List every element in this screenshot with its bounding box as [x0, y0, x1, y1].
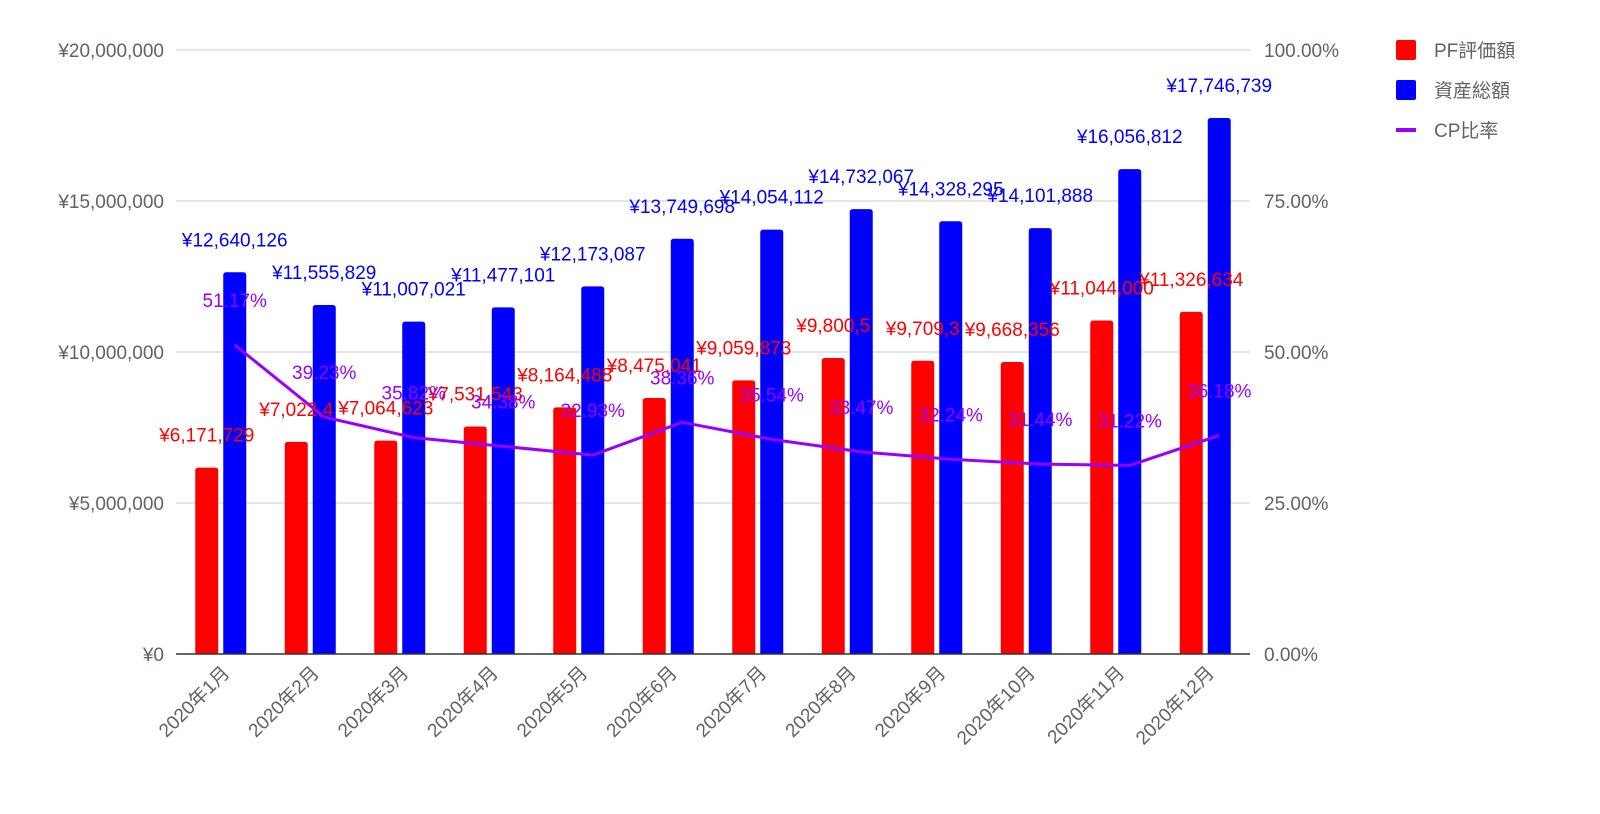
bar — [1000, 362, 1024, 654]
legend-label: CP比率 — [1434, 120, 1498, 142]
x-tick-label: 2020年3月 — [333, 662, 413, 742]
x-tick-label: 2020年12月 — [1132, 662, 1219, 749]
bar-value-label: ¥11,477,101 — [450, 265, 555, 286]
line-value-label: 38.36% — [650, 368, 715, 389]
bars — [195, 118, 1231, 655]
x-tick-label: 2020年10月 — [953, 662, 1040, 749]
bar-value-label: ¥9,668,356 — [964, 320, 1060, 341]
bar — [732, 380, 756, 654]
bar-value-label: ¥7,064,623 — [337, 399, 433, 420]
legend-swatch — [1396, 40, 1416, 60]
bar — [642, 398, 666, 654]
x-tick-label: 2020年7月 — [691, 662, 771, 742]
bar — [1118, 169, 1142, 654]
bar — [223, 272, 247, 654]
bar-value-label: ¥14,732,067 — [807, 167, 914, 188]
bar-value-label: ¥9,709,3 — [885, 319, 960, 340]
x-tick-label: 2020年4月 — [423, 662, 503, 742]
line-value-label: 51.17% — [203, 291, 268, 312]
x-tick-label: 2020年1月 — [154, 662, 234, 742]
left-tick-label: ¥0 — [142, 645, 164, 666]
line-value-label: 35.54% — [740, 385, 805, 406]
bar — [670, 238, 694, 654]
right-tick-label: 25.00% — [1264, 494, 1329, 515]
bar — [1028, 228, 1052, 654]
bar — [284, 441, 308, 654]
bar-value-label: ¥17,746,739 — [1165, 76, 1272, 97]
bar — [463, 426, 487, 654]
bar — [911, 360, 935, 654]
legend-line-swatch — [1396, 128, 1416, 132]
bar-value-label: ¥8,164,488 — [516, 365, 612, 386]
legend-label: 資産総額 — [1434, 80, 1510, 102]
legend-swatch — [1396, 80, 1416, 100]
bar-value-label: ¥14,054,112 — [719, 188, 824, 209]
right-axis: 0.00% 25.00% 50.00% 75.00% 100.00% — [1264, 41, 1339, 666]
legend-label: PF評価額 — [1434, 40, 1515, 62]
right-tick-label: 75.00% — [1264, 192, 1329, 213]
cp-ratio-line — [233, 343, 1220, 467]
bar-value-label: ¥9,059,873 — [695, 338, 791, 359]
bar-value-label: ¥11,044,000 — [1049, 278, 1154, 299]
line-value-label: 39.23% — [292, 363, 357, 384]
data-labels: ¥6,171,729¥7,022,4 ¥7,064,623¥7,531,543¥8… — [158, 76, 1272, 447]
x-axis: 2020年1月 2020年2月 2020年3月 2020年4月 2020年5月 2020年… — [154, 653, 1250, 749]
bar-value-label: ¥13,749,698 — [628, 197, 735, 218]
bar-value-label: ¥8,475,041 — [606, 356, 702, 377]
bar — [821, 358, 845, 654]
bar — [402, 321, 426, 654]
line-value-label: 31.44% — [1008, 410, 1073, 431]
line-value-label: 34.38% — [471, 392, 536, 413]
right-tick-label: 100.00% — [1264, 41, 1339, 62]
bar — [581, 286, 605, 654]
x-tick-label: 2020年8月 — [781, 662, 861, 742]
bar-value-label: ¥11,326,634 — [1138, 270, 1244, 291]
line-value-label: 31.22% — [1098, 411, 1163, 432]
line-value-label: 32.24% — [919, 405, 984, 426]
bar — [849, 209, 873, 654]
bar — [1090, 320, 1114, 654]
x-tick-label: 2020年5月 — [512, 662, 592, 742]
x-tick-label: 2020年6月 — [602, 662, 682, 742]
bar — [374, 440, 398, 654]
left-tick-label: ¥5,000,000 — [68, 494, 164, 515]
left-axis: ¥0 ¥5,000,000 ¥10,000,000 ¥15,000,000 ¥20,00… — [57, 41, 164, 666]
bar-value-label: ¥6,171,729 — [158, 426, 254, 447]
bar-value-label: ¥7,022,4 — [258, 400, 333, 421]
line-value-label: 36.18% — [1187, 381, 1252, 402]
bar-value-label: ¥16,056,812 — [1076, 127, 1183, 148]
bar — [195, 467, 219, 654]
bar — [553, 407, 577, 654]
bar — [760, 229, 784, 655]
bar-value-label: ¥14,328,295 — [897, 179, 1004, 200]
bar-value-label: ¥9,800,5 — [795, 316, 870, 337]
gridlines — [176, 49, 1250, 504]
bar-value-label: ¥7,531,543 — [427, 385, 523, 406]
x-tick-label: 2020年11月 — [1043, 662, 1129, 748]
left-tick-label: ¥15,000,000 — [57, 192, 164, 213]
x-tick-label: 2020年9月 — [870, 662, 950, 742]
bar-value-label: ¥11,555,829 — [271, 263, 376, 284]
right-tick-label: 0.00% — [1264, 645, 1318, 666]
bar — [1179, 311, 1203, 654]
line-value-label: 35.82% — [382, 384, 447, 405]
line-value-label: 32.93% — [561, 401, 626, 422]
bar — [491, 307, 515, 654]
bar-value-label: ¥14,101,888 — [986, 186, 1093, 207]
line-value-label: 33.47% — [829, 398, 894, 419]
left-tick-label: ¥20,000,000 — [57, 41, 164, 62]
bar — [1207, 118, 1231, 655]
bar-value-label: ¥11,007,021 — [361, 280, 466, 301]
bar — [939, 221, 963, 654]
line-series — [233, 343, 1220, 467]
bar-value-label: ¥12,640,126 — [181, 230, 288, 251]
left-tick-label: ¥10,000,000 — [57, 343, 164, 364]
bar — [312, 305, 336, 654]
bar-value-label: ¥12,173,087 — [539, 244, 646, 265]
x-tick-label: 2020年2月 — [244, 662, 324, 742]
right-tick-label: 50.00% — [1264, 343, 1329, 364]
